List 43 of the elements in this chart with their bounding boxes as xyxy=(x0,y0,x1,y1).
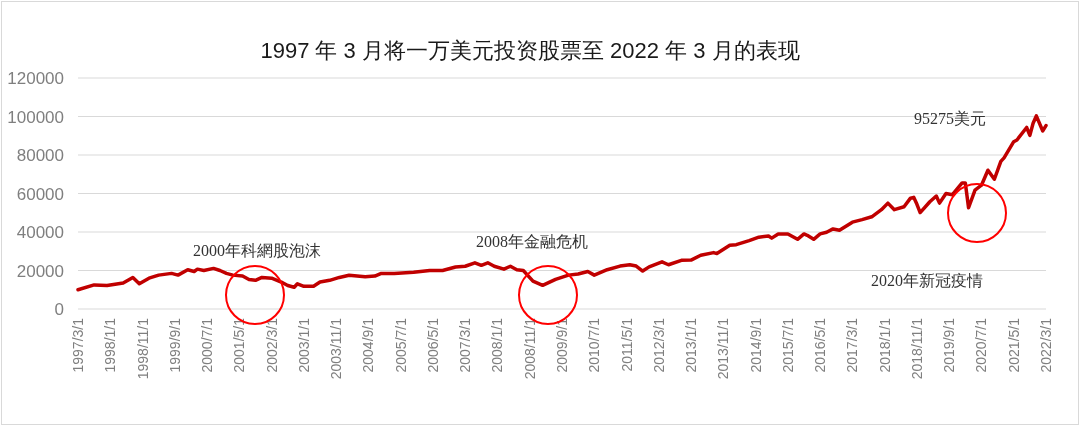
x-tick-label: 2003/11/1 xyxy=(328,317,345,380)
x-tick-label: 2007/3/1 xyxy=(457,317,474,373)
x-tick-label: 2018/11/1 xyxy=(908,317,925,380)
y-tick-label: 0 xyxy=(54,300,64,319)
x-tick-label: 2022/3/1 xyxy=(1038,317,1054,373)
annotation: 95275美元 xyxy=(914,110,986,127)
x-tick-label: 2001/5/1 xyxy=(231,317,248,373)
x-tick-label: 2008/11/1 xyxy=(521,317,538,380)
x-tick-label: 2021/5/1 xyxy=(1005,317,1022,373)
x-tick-label: 2005/7/1 xyxy=(392,317,409,373)
x-tick-label: 2016/5/1 xyxy=(812,317,829,373)
y-tick-label: 40000 xyxy=(16,223,64,242)
x-tick-label: 2012/3/1 xyxy=(650,317,667,373)
annotation: 2020年新冠疫情 xyxy=(871,272,983,289)
x-tick-label: 2004/9/1 xyxy=(360,317,377,373)
chart-title: 1997 年 3 月将一万美元投资股票至 2022 年 3 月的表现 xyxy=(260,38,800,63)
x-tick-label: 1998/11/1 xyxy=(134,317,151,380)
x-tick-label: 2002/3/1 xyxy=(263,317,280,373)
x-tick-label: 2010/7/1 xyxy=(586,317,603,373)
annotation: 2008年金融危机 xyxy=(476,233,588,250)
annotation: 2000年科網股泡沫 xyxy=(193,242,321,259)
x-tick-label: 1997/3/1 xyxy=(70,317,86,373)
x-tick-label: 2014/9/1 xyxy=(747,317,764,373)
x-tick-label: 1998/1/1 xyxy=(102,317,119,373)
x-tick-label: 1999/9/1 xyxy=(166,317,183,373)
x-tick-label: 2000/7/1 xyxy=(199,317,216,373)
y-tick-label: 80000 xyxy=(16,146,64,165)
x-tick-label: 2008/1/1 xyxy=(489,317,506,373)
x-tick-label: 2015/7/1 xyxy=(779,317,796,373)
x-tick-label: 2018/1/1 xyxy=(876,317,893,373)
x-tick-label: 2013/1/1 xyxy=(683,317,700,373)
x-tick-label: 2011/5/1 xyxy=(618,317,635,372)
x-tick-label: 2013/11/1 xyxy=(715,317,732,380)
x-tick-label: 2020/7/1 xyxy=(973,317,990,373)
x-tick-label: 2003/1/1 xyxy=(295,317,312,373)
y-tick-label: 100000 xyxy=(7,107,64,127)
x-tick-label: 2019/9/1 xyxy=(941,317,958,373)
x-tick-label: 2006/5/1 xyxy=(424,317,441,373)
y-tick-label: 120000 xyxy=(7,69,64,88)
y-tick-label: 60000 xyxy=(16,184,64,204)
x-tick-label: 2017/3/1 xyxy=(844,317,861,373)
y-tick-label: 20000 xyxy=(16,261,64,281)
x-tick-label: 2009/9/1 xyxy=(554,317,570,373)
